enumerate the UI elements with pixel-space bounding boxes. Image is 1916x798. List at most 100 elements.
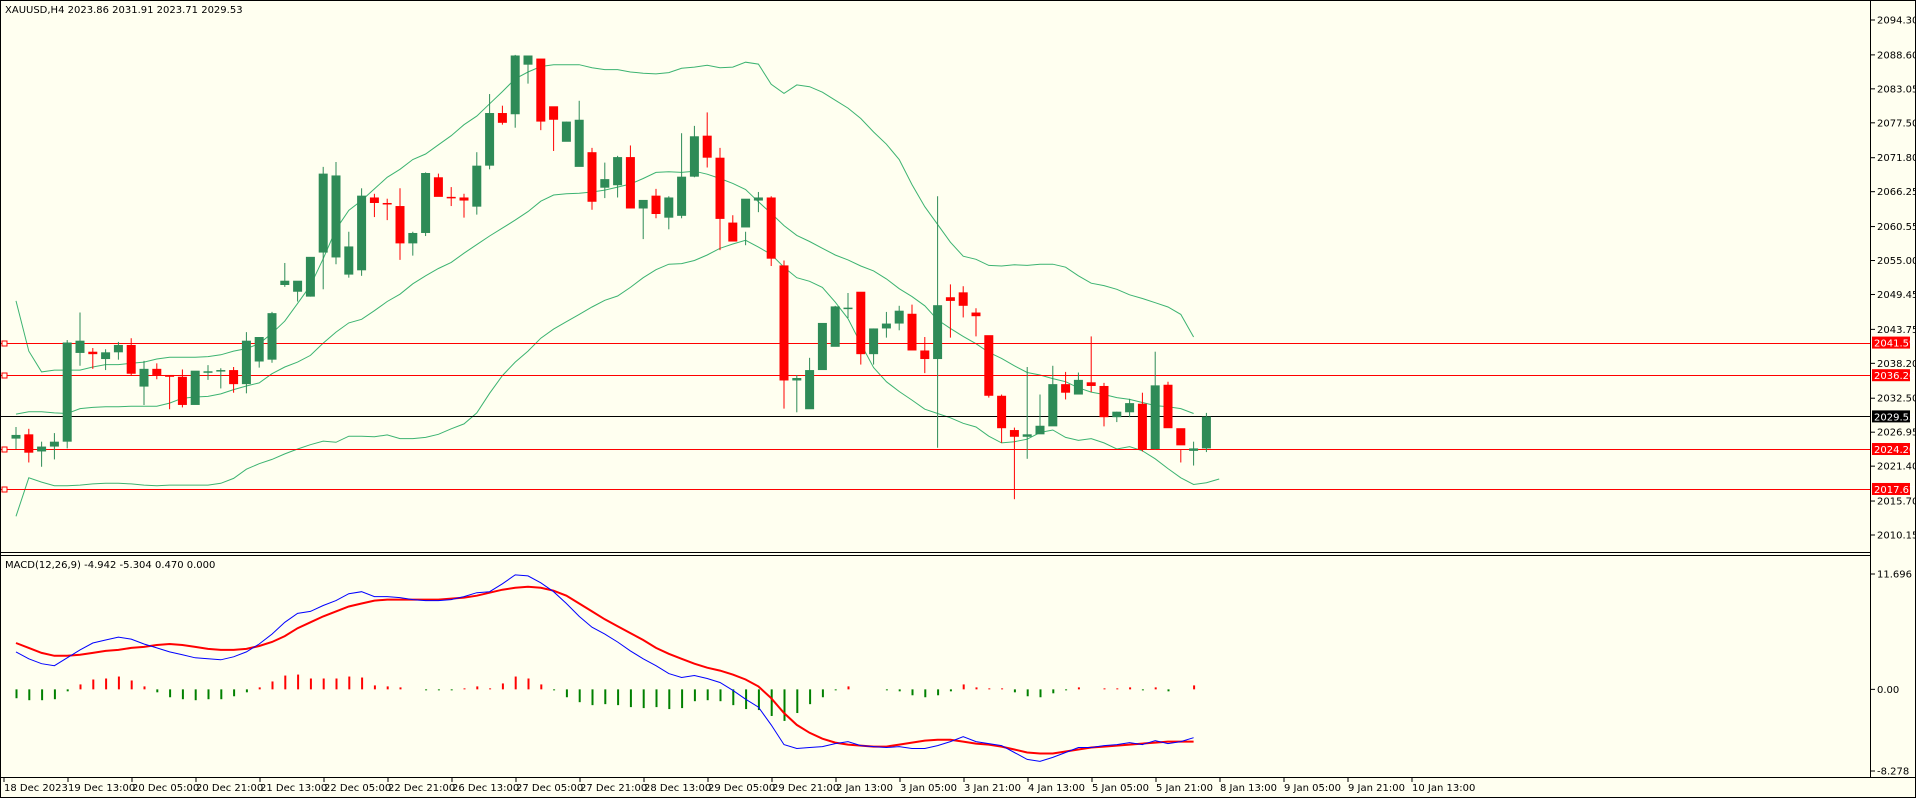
candle <box>1189 441 1199 466</box>
level-handle[interactable] <box>1 446 8 453</box>
macd-tick-label: 0.00 <box>1877 685 1899 696</box>
candle <box>485 94 495 170</box>
candle-body <box>549 106 559 120</box>
candle-body <box>11 434 21 439</box>
candle <box>971 308 981 337</box>
price-panel[interactable]: XAUUSD,H4 2023.86 2031.91 2023.71 2029.5… <box>0 5 1870 517</box>
candle <box>1176 428 1186 463</box>
candle-body <box>395 206 405 244</box>
candle-body <box>792 378 802 381</box>
candle <box>817 322 827 371</box>
candle <box>1150 351 1160 450</box>
price-tick-label: 2026.95 <box>1877 428 1916 439</box>
candle <box>549 106 559 151</box>
candle <box>805 357 815 410</box>
candle <box>1125 398 1135 418</box>
candle-body <box>1009 430 1019 437</box>
macd-axis: 11.696 0.00 -8.278 <box>1870 570 1912 778</box>
candle <box>574 100 584 167</box>
candle-body <box>459 197 469 201</box>
candle <box>446 187 456 207</box>
candle <box>997 394 1007 443</box>
candle-body <box>382 202 392 205</box>
candle <box>126 338 136 376</box>
candle-body <box>177 376 187 405</box>
candle-body <box>933 305 943 360</box>
candle <box>203 365 213 380</box>
macd-header: MACD(12,26,9) -4.942 -5.304 0.470 0.000 <box>5 560 215 571</box>
candle <box>1061 371 1071 400</box>
macd-histogram <box>15 674 1196 721</box>
bollinger-lower-band <box>15 239 1220 517</box>
level-handle[interactable] <box>1 486 8 493</box>
candle <box>677 133 687 219</box>
candle-body <box>1125 403 1135 413</box>
candle-body <box>1150 385 1160 450</box>
candle-body <box>152 368 162 375</box>
candle <box>664 196 674 230</box>
candle <box>920 337 930 374</box>
macd-tick-label: 11.696 <box>1877 570 1912 581</box>
candle-body <box>254 337 264 362</box>
candle <box>1009 427 1019 500</box>
candle-body <box>651 195 661 215</box>
time-tick-label: 20 Dec 21:00 <box>196 783 263 794</box>
time-tick-label: 4 Jan 13:00 <box>1028 783 1085 794</box>
candle-body <box>139 368 149 387</box>
price-tick-label: 2055.00 <box>1877 256 1916 267</box>
candle-body <box>433 177 443 197</box>
price-tick-label: 2066.25 <box>1877 187 1916 198</box>
candle <box>139 360 149 405</box>
candle-body <box>497 113 507 123</box>
candle-body <box>971 312 981 317</box>
candle <box>49 433 59 460</box>
candle <box>177 369 187 408</box>
candle <box>933 196 943 448</box>
candle-body <box>741 198 751 228</box>
candle <box>856 291 866 365</box>
candle-body <box>1035 425 1045 435</box>
time-tick-label: 29 Dec 05:00 <box>708 783 775 794</box>
candle-body <box>677 176 687 216</box>
candle <box>613 155 623 198</box>
level-handle[interactable] <box>1 340 8 347</box>
horizontal-levels[interactable] <box>0 340 1870 493</box>
candle <box>843 292 853 319</box>
candle-body <box>561 121 571 142</box>
candle <box>728 215 738 242</box>
time-tick-label: 18 Dec 2023 <box>4 783 68 794</box>
candle <box>1112 411 1122 423</box>
candle-body <box>241 340 251 385</box>
bollinger-upper-band <box>15 61 1195 373</box>
candle <box>369 193 379 218</box>
candle <box>344 231 354 278</box>
candle <box>958 286 968 318</box>
candle-body <box>664 197 674 218</box>
candle <box>715 147 725 251</box>
time-tick-label: 27 Dec 21:00 <box>580 783 647 794</box>
price-tick-label: 2010.15 <box>1877 531 1916 542</box>
time-tick-label: 19 Dec 13:00 <box>68 783 135 794</box>
candle-body <box>1163 384 1173 429</box>
candle-body <box>1137 403 1147 450</box>
candle-body <box>689 136 699 177</box>
candle <box>638 199 648 240</box>
candle-body <box>62 342 72 442</box>
candle <box>1073 372 1083 395</box>
candle-body <box>267 313 277 360</box>
price-tick-label: 2094.30 <box>1877 16 1916 27</box>
price-tick-label: 2038.20 <box>1877 359 1916 370</box>
macd-panel[interactable]: MACD(12,26,9) -4.942 -5.304 0.470 0.000 <box>0 560 1870 762</box>
candle-body <box>113 344 123 353</box>
level-handle[interactable] <box>1 372 8 379</box>
time-tick-label: 22 Dec 05:00 <box>324 783 391 794</box>
time-tick-label: 26 Dec 13:00 <box>452 783 519 794</box>
price-axis[interactable]: 2094.30 2088.60 2083.05 2077.50 2071.80 2066.… <box>1870 16 1916 542</box>
candle-body <box>37 446 47 452</box>
price-tick-label: 2083.05 <box>1877 84 1916 95</box>
candle <box>101 349 111 371</box>
candle <box>408 231 418 256</box>
